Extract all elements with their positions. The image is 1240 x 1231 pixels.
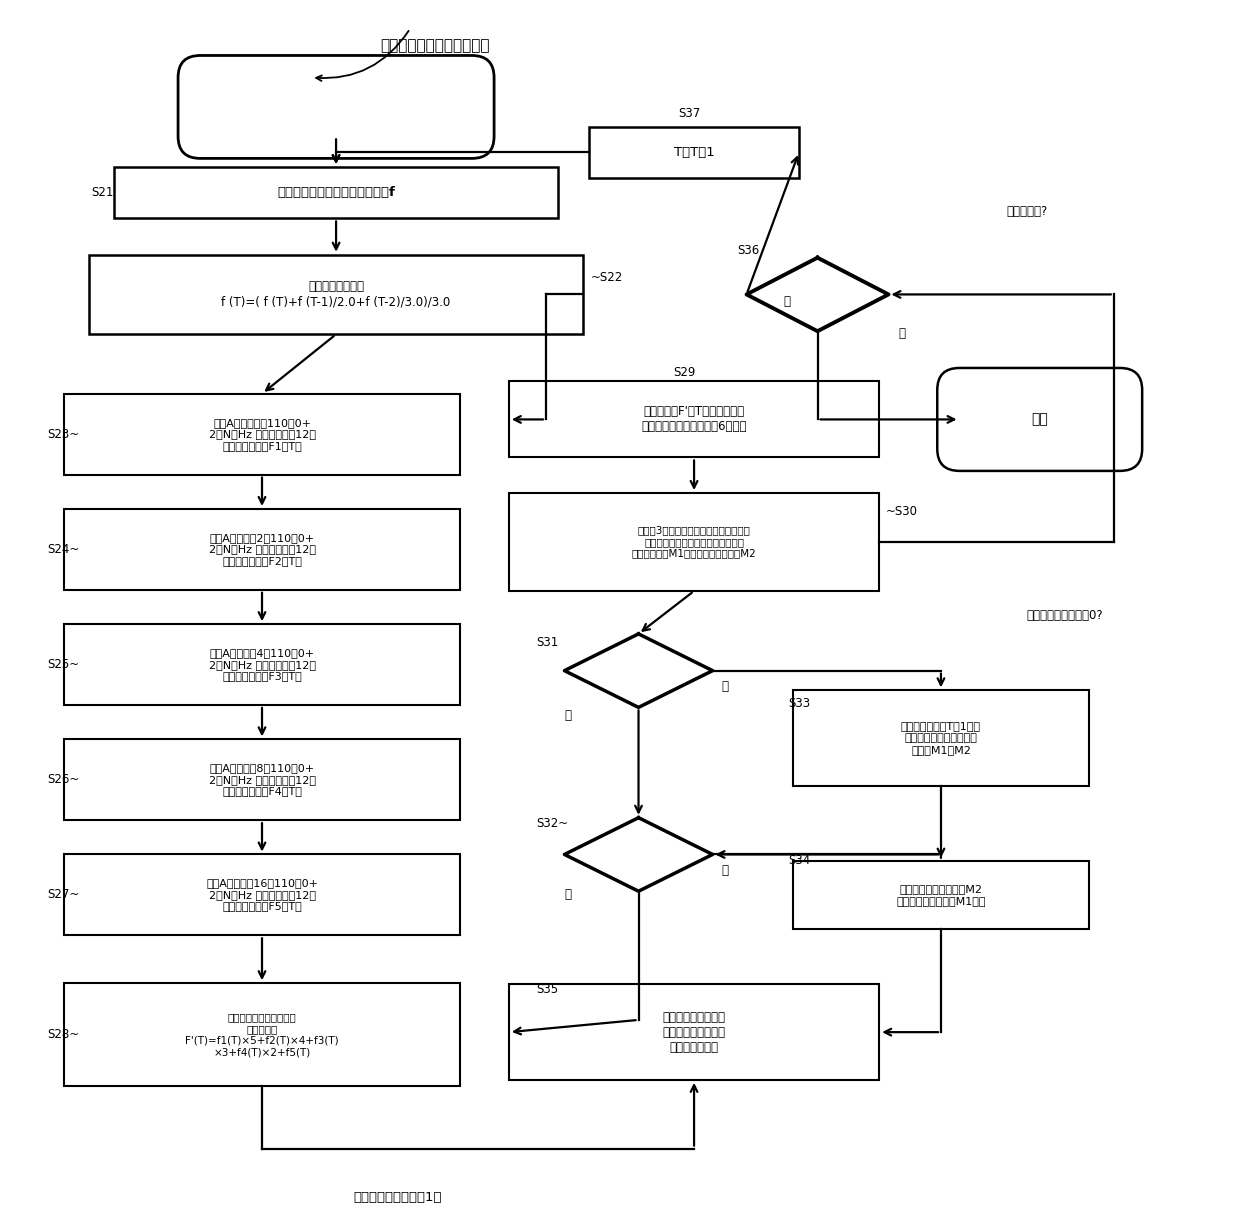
Text: S36: S36: [738, 244, 760, 257]
Text: 和弦候选对象个数＞1？: 和弦候选对象个数＞1？: [353, 1192, 441, 1204]
FancyBboxPatch shape: [64, 624, 460, 705]
Text: 通过执行频率转换获取频率信息f: 通过执行频率转换获取频率信息f: [278, 186, 396, 199]
Text: S28~: S28~: [47, 1028, 79, 1041]
Text: 把次数和第一与第二
和音候选对象存储在
临时存储单元中: 把次数和第一与第二 和音候选对象存储在 临时存储单元中: [662, 1011, 725, 1054]
Text: S31: S31: [536, 636, 558, 649]
Text: S26~: S26~: [47, 773, 79, 787]
Text: 抽取A的音调为16（110，0+
2＊N）Hz 的等程音阶的12个
音调的频率分量F5（T）: 抽取A的音调为16（110，0+ 2＊N）Hz 的等程音阶的12个 音调的频率分…: [206, 878, 317, 911]
Text: S34: S34: [787, 854, 810, 867]
FancyBboxPatch shape: [64, 854, 460, 936]
FancyBboxPatch shape: [792, 691, 1089, 785]
Text: 是: 是: [564, 889, 572, 901]
Text: S32~: S32~: [536, 817, 568, 831]
Text: ~S22: ~S22: [590, 271, 622, 284]
Text: 否: 否: [784, 295, 790, 308]
FancyBboxPatch shape: [508, 382, 879, 458]
Text: 和弦候选对象个数＞0?: 和弦候选对象个数＞0?: [1025, 609, 1102, 622]
Text: 抽取A的音调为（110，0+
2＊N）Hz 的等程音阶的12个
音调的频率分量F1（T）: 抽取A的音调为（110，0+ 2＊N）Hz 的等程音阶的12个 音调的频率分量F…: [208, 417, 315, 451]
FancyBboxPatch shape: [114, 167, 558, 218]
Text: S37: S37: [678, 107, 701, 119]
Text: 使第二和弦候选对象与M2
与第一和弦候选对象M1相同: 使第二和弦候选对象与M2 与第一和弦候选对象M1相同: [897, 884, 986, 906]
FancyBboxPatch shape: [89, 255, 583, 335]
Text: 抽取A的音调为8（110，0+
2＊N）Hz 的等程音阶的12个
音调的频率分量F4（T）: 抽取A的音调为8（110，0+ 2＊N）Hz 的等程音阶的12个 音调的频率分量…: [208, 763, 315, 796]
Text: 抽取A的音调为2（110，0+
2＊N）Hz 的等程音阶的12个
音调的频率分量F2（T）: 抽取A的音调为2（110，0+ 2＊N）Hz 的等程音阶的12个 音调的频率分量…: [208, 533, 315, 566]
FancyBboxPatch shape: [792, 860, 1089, 929]
FancyBboxPatch shape: [64, 508, 460, 590]
FancyBboxPatch shape: [64, 394, 460, 475]
Text: T＝T＋1: T＝T＋1: [673, 145, 714, 159]
Text: ~S30: ~S30: [885, 505, 918, 518]
FancyBboxPatch shape: [589, 127, 799, 178]
Text: S21: S21: [92, 186, 114, 199]
Text: S24~: S24~: [47, 543, 79, 556]
FancyBboxPatch shape: [64, 740, 460, 820]
Text: S27~: S27~: [47, 889, 79, 901]
Text: 结束: 结束: [1032, 412, 1048, 426]
Text: S33: S33: [787, 697, 810, 710]
Text: 此时，也使用在T－1时所
设置的第一和第二和弦候
选对象M1和M2: 此时，也使用在T－1时所 设置的第一和第二和弦候 选对象M1和M2: [901, 721, 981, 755]
Text: 否: 否: [722, 680, 728, 693]
Polygon shape: [564, 634, 713, 708]
Text: S29: S29: [673, 367, 696, 379]
Text: 抽取A的音调为4（110，0+
2＊N）Hz 的等程音阶的12个
音调的频率分量F3（T）: 抽取A的音调为4（110，0+ 2＊N）Hz 的等程音阶的12个 音调的频率分量…: [208, 648, 315, 681]
Text: S35: S35: [536, 982, 558, 996]
Polygon shape: [746, 257, 889, 331]
Text: 否: 否: [722, 864, 728, 876]
Text: 按从某3个音调的总强度级为最大的第一
和弦候选对象开始的次序，寻找第一
和弦候选对象M1和第二和弦候选对象M2: 按从某3个音调的总强度级为最大的第一 和弦候选对象开始的次序，寻找第一 和弦候选…: [631, 526, 756, 559]
FancyBboxPatch shape: [179, 55, 494, 159]
FancyBboxPatch shape: [508, 492, 879, 591]
Text: 在区域数据F'（T）中的声音分
量中选择具有大强度级的6个音调: 在区域数据F'（T）中的声音分 量中选择具有大强度级的6个音调: [641, 405, 746, 433]
FancyBboxPatch shape: [937, 368, 1142, 471]
FancyBboxPatch shape: [64, 984, 460, 1086]
Polygon shape: [564, 817, 713, 891]
Text: 进行迁移平滑处理
f (T)=( f (T)+f (T-1)/2.0+f (T-2)/3.0)/3.0: 进行迁移平滑处理 f (T)=( f (T)+f (T-1)/2.0+f (T-…: [222, 281, 450, 309]
Text: 计算相应于一个八度音阶
的区域数据
F'(T)=f1(T)×5+f2(T)×4+f3(T)
×3+f4(T)×2+f5(T): 计算相应于一个八度音阶 的区域数据 F'(T)=f1(T)×5+f2(T)×4+…: [185, 1012, 339, 1057]
Text: 是: 是: [564, 709, 572, 723]
Text: S23~: S23~: [47, 427, 79, 441]
Text: 是: 是: [898, 327, 905, 340]
Text: S25~: S25~: [47, 659, 79, 671]
Text: 乐曲完成否?: 乐曲完成否?: [1007, 204, 1048, 218]
FancyBboxPatch shape: [508, 985, 879, 1080]
Text: 和弦分析操作的主处理过程: 和弦分析操作的主处理过程: [381, 38, 490, 53]
